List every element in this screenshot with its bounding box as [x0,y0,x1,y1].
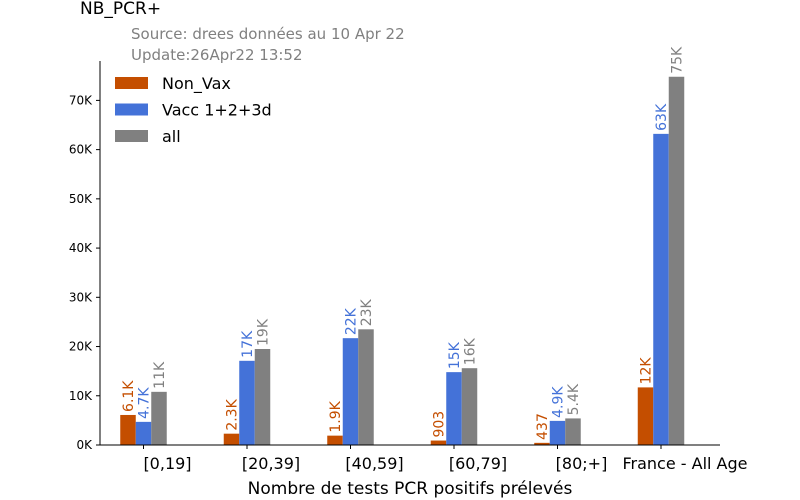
bar-data-label: 12K [639,357,655,385]
y-tick-label: 50K [69,192,93,206]
legend-swatch [115,130,148,142]
legend: Non_Vax Vacc 1+2+3d all [115,74,272,146]
bar-data-label: 437 [535,413,551,440]
bar-data-label: 5.4K [566,383,582,415]
x-tick-label: [40,59] [345,454,403,473]
bar-data-label: 11K [152,361,168,389]
y-tick-label: 70K [69,93,93,107]
bar [549,420,566,445]
bar [151,391,167,445]
plot-area: 0K 10K 20K 30K 40K 50K 60K 70K [0,19] 6.1K 4.7K11K… [69,46,748,473]
bar-data-label: 2.3K [225,398,241,430]
chart-subtitle-update: Update:26Apr22 13:52 [131,46,303,64]
x-tick-label: [80;+] [556,454,608,473]
bar [461,368,478,445]
chart-title: NB_PCR+ [80,0,161,19]
legend-swatch [115,77,148,89]
bar [327,435,343,445]
bar-data-label: 903 [432,411,448,438]
y-tick-label: 30K [69,290,93,304]
y-tick-label: 10K [69,389,93,403]
bar-data-label: 4.7K [137,387,153,419]
bar [239,360,255,445]
bar-data-label: 6.1K [121,380,137,412]
bar [358,329,374,445]
bar [223,433,240,445]
bar-data-label: 1.9K [328,400,344,432]
bar-data-label: 15K [447,341,463,369]
bar-data-label: 63K [654,103,670,131]
bar [135,421,152,445]
legend-label: all [162,127,181,146]
bar [254,349,271,445]
bar [637,387,654,445]
y-tick-label: 20K [69,340,93,354]
legend-label: Vacc 1+2+3d [162,101,272,120]
bar [342,338,359,445]
x-tick-label: [60,79] [449,454,507,473]
bar [668,76,685,445]
x-tick-label: [20,39] [242,454,300,473]
bar [120,414,136,445]
bar-data-label: 22K [344,307,360,335]
x-tick-label: [0,19] [143,454,191,473]
bar [534,442,550,445]
bar-data-label: 4.9K [551,386,567,418]
y-tick-label: 0K [76,438,93,452]
bar-data-label: 16K [463,337,479,365]
bar-data-label: 19K [256,318,272,346]
bar [446,372,462,445]
y-tick-label: 40K [69,241,93,255]
bar [653,133,669,445]
legend-label: Non_Vax [162,74,231,94]
y-tick-label: 60K [69,143,93,157]
x-tick-label: France - All Age [622,454,747,473]
bar-data-label: 23K [359,298,375,326]
bar-data-label: 17K [240,330,256,358]
bar [430,440,447,445]
legend-swatch [115,103,148,116]
chart-subtitle-source: Source: drees données au 10 Apr 22 [131,25,405,43]
bar-data-label: 75K [670,46,686,74]
x-axis-label: Nombre de tests PCR positifs prélevés [248,479,573,499]
bar [565,418,581,445]
